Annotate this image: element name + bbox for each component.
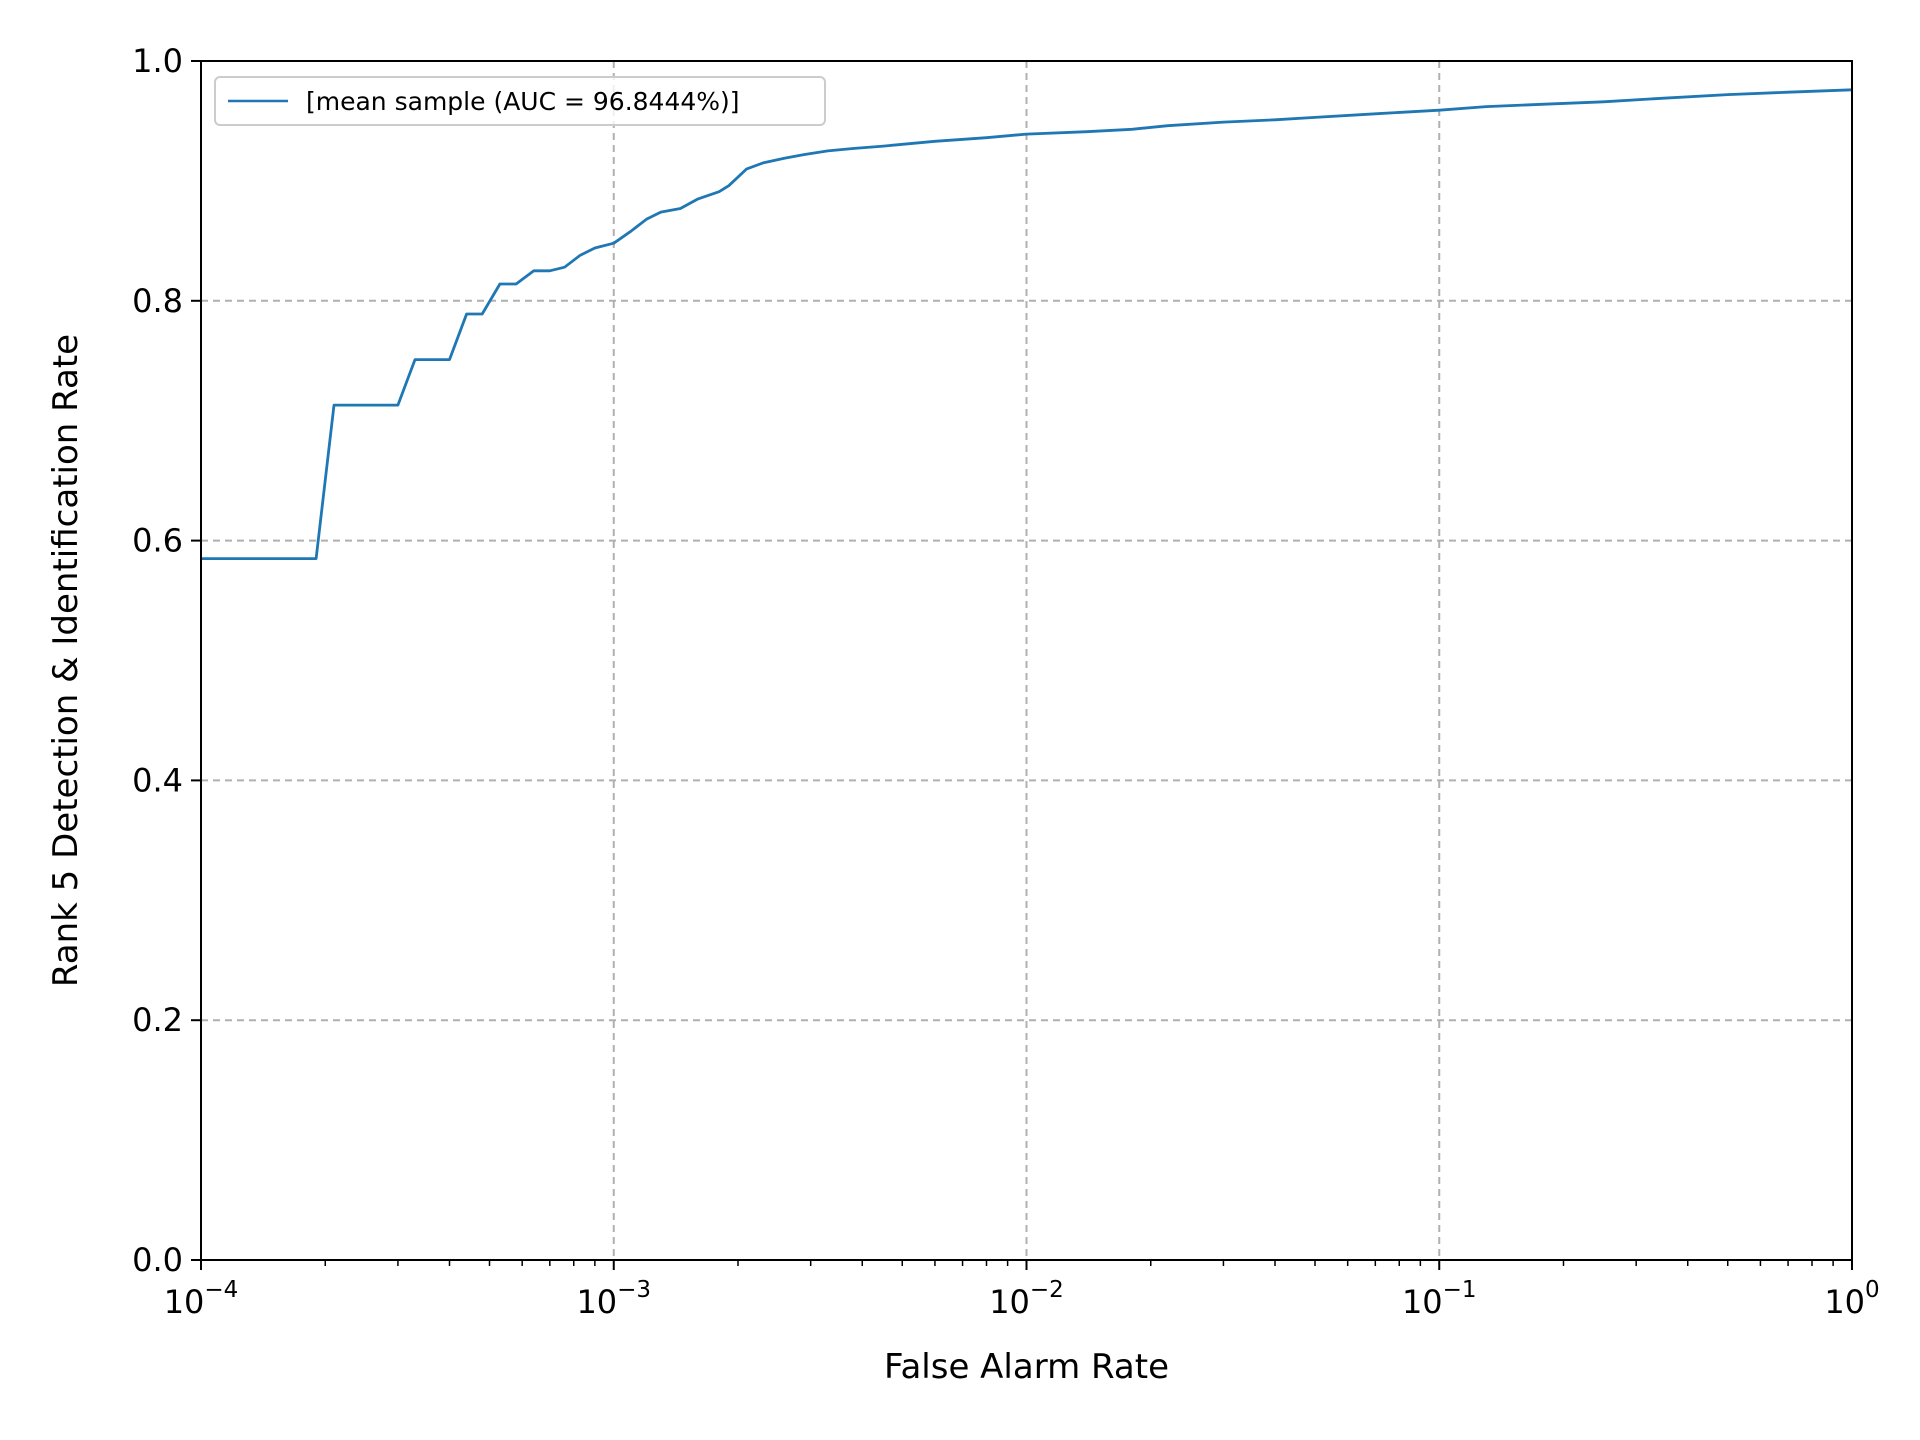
y-axis-label: Rank 5 Detection & Identification Rate (46, 334, 86, 987)
x-tick-label: 10−2 (989, 1277, 1064, 1321)
legend-box (214, 76, 826, 126)
y-tick-label: 0.0 (132, 1241, 183, 1279)
series-line (201, 88, 1853, 560)
legend: [mean sample (AUC = 96.8444%)] (214, 76, 826, 126)
grid-lines (201, 61, 1852, 1260)
x-axis-label: False Alarm Rate (884, 1347, 1169, 1387)
tick-marks (191, 60, 1853, 1270)
x-tick-label: 10−1 (1402, 1277, 1477, 1321)
x-tick-labels: 10−4 10−3 10−2 10−1 100 (164, 1277, 1880, 1321)
y-tick-label: 0.6 (132, 522, 183, 560)
legend-entry-label: [mean sample (AUC = 96.8444%)] (306, 87, 740, 116)
y-tick-label: 1.0 (132, 42, 183, 80)
axes-frame (200, 60, 1853, 1261)
x-tick-label: 10−3 (576, 1277, 651, 1321)
series-layer (201, 88, 1853, 560)
x-tick-label: 100 (1824, 1277, 1879, 1321)
y-tick-label: 0.8 (132, 282, 183, 320)
y-tick-label: 0.2 (132, 1001, 183, 1039)
y-tick-labels: 0.0 0.2 0.4 0.6 0.8 1.0 (132, 42, 183, 1279)
y-tick-label: 0.4 (132, 761, 183, 799)
x-tick-label: 10−4 (164, 1277, 239, 1321)
